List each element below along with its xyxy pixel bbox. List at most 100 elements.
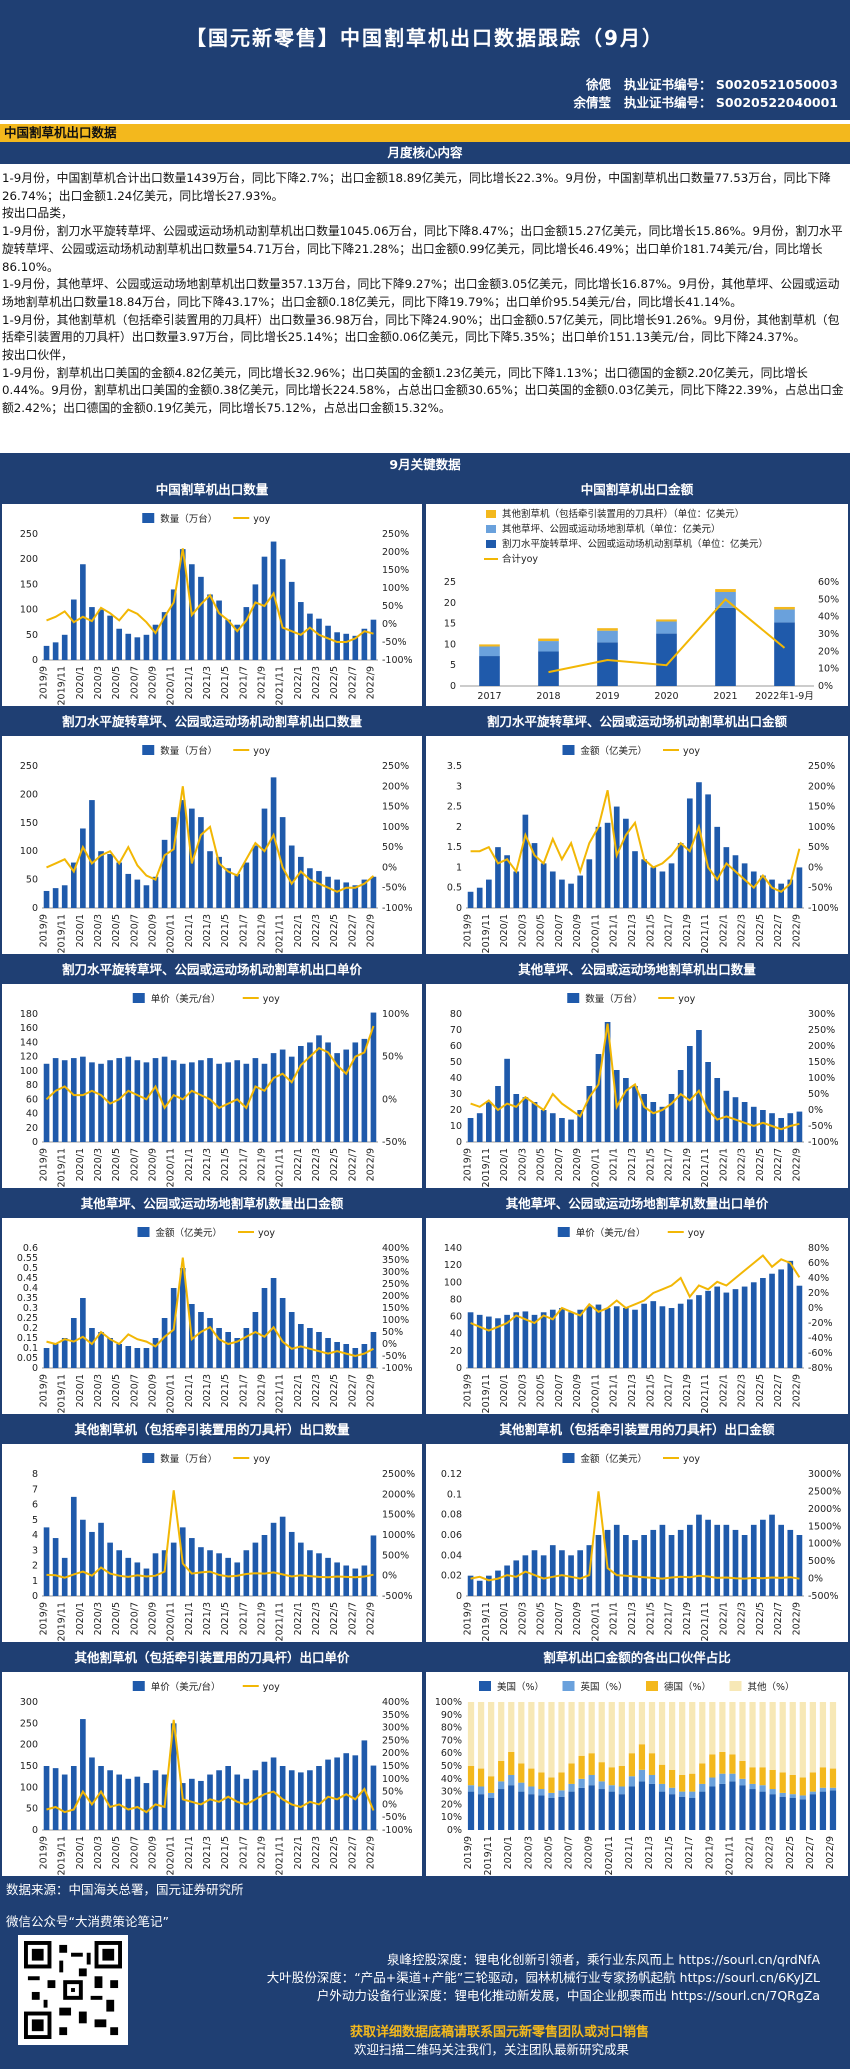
x-tick-label: 2020/1 xyxy=(75,1374,86,1407)
data-bar xyxy=(750,1106,757,1142)
legend-label: 其他割草机（包括牵引装置用的刀具杆）（单位：亿美元） xyxy=(502,508,744,520)
stacked-bar-segment xyxy=(658,1764,666,1784)
legend-label: yoy xyxy=(683,746,700,757)
stacked-bar-segment xyxy=(689,1773,696,1792)
y2-tick-label: 500% xyxy=(808,1556,835,1567)
data-bar xyxy=(98,1766,104,1830)
data-bar xyxy=(52,888,59,908)
stacked-bar-segment xyxy=(518,1782,525,1792)
report-link-2[interactable]: 大叶股份深度：“产品+渠道+产能”三轮驱动，园林机械行业专家扬帆起航 https… xyxy=(266,1970,820,1985)
x-tick-label: 2021/3 xyxy=(627,1148,638,1181)
x-tick-label: 2020/1 xyxy=(75,914,86,947)
stacked-bar-segment xyxy=(628,1753,636,1777)
data-bar xyxy=(98,851,104,908)
yoy-line xyxy=(46,786,375,893)
data-bar xyxy=(361,1740,368,1830)
data-bar xyxy=(659,871,666,908)
stacked-bar-segment xyxy=(656,633,677,686)
stacked-bar-segment xyxy=(578,1702,585,1756)
data-bar xyxy=(152,876,159,908)
stacked-bar-segment xyxy=(618,1794,625,1830)
data-bar xyxy=(677,843,684,908)
data-bar xyxy=(98,609,104,660)
y2-tick-label: 50% xyxy=(808,1089,829,1100)
stacked-bar-segment xyxy=(719,1751,726,1774)
data-bar xyxy=(632,1540,638,1596)
y2-tick-label: 2000% xyxy=(808,1504,841,1515)
data-bar xyxy=(741,863,748,908)
chart-title: 其他草坪、公园或运动场地割草机数量出口金额 xyxy=(2,1192,422,1218)
y2-tick-label: 40% xyxy=(818,612,839,623)
x-tick-label: 2021/5 xyxy=(220,1602,231,1635)
y-tick-label: 0.12 xyxy=(441,1469,462,1480)
x-tick-label: 2018 xyxy=(536,691,560,702)
data-bar xyxy=(613,1524,620,1596)
yoy-line xyxy=(46,1257,374,1358)
stacked-bar-segment xyxy=(779,1702,786,1773)
stacked-bar-segment xyxy=(467,1785,475,1792)
legend-label: 美国（%） xyxy=(497,1681,544,1693)
data-bar xyxy=(677,1303,684,1368)
y-tick-label: 40 xyxy=(450,1073,462,1084)
x-tick-label: 2020/5 xyxy=(543,1836,554,1869)
chart-title: 中国割草机出口数量 xyxy=(2,478,422,504)
x-tick-label: 2020/11 xyxy=(590,1602,601,1641)
data-bar xyxy=(297,1542,304,1596)
legend-label: yoy xyxy=(683,1454,700,1465)
x-tick-label: 2019/11 xyxy=(57,666,68,705)
x-tick-label: 2021/1 xyxy=(609,1602,620,1635)
data-bar xyxy=(225,1062,231,1142)
y-tick-label: 30% xyxy=(441,1787,462,1798)
x-tick-label: 2020/5 xyxy=(111,1836,122,1869)
data-bar xyxy=(61,634,68,660)
y-tick-label: 100% xyxy=(435,1697,462,1708)
legend-label: 数量（万台） xyxy=(160,745,217,757)
stacked-bar-segment xyxy=(578,1755,585,1779)
y2-tick-label: 80% xyxy=(808,1243,829,1254)
data-bar xyxy=(316,871,322,908)
stacked-bar-segment xyxy=(829,1768,837,1788)
x-tick-label: 2020/9 xyxy=(148,1148,159,1181)
data-bar xyxy=(161,839,168,908)
data-bar xyxy=(43,645,50,660)
y-tick-label: 2 xyxy=(456,822,462,833)
x-tick-label: 2022/1 xyxy=(293,1836,304,1869)
chart-title: 其他割草机（包括牵引装置用的刀具杆）出口数量 xyxy=(2,1418,422,1444)
data-bar xyxy=(714,1286,721,1368)
chart-title: 割刀水平旋转草坪、公园或运动场机动割草机出口金额 xyxy=(426,710,848,736)
x-tick-label: 2020/11 xyxy=(166,1836,177,1875)
stacked-bar-segment xyxy=(628,1776,636,1787)
y-tick-label: 40% xyxy=(441,1774,462,1785)
stacked-bar-segment xyxy=(729,1773,736,1782)
y-tick-label: 20 xyxy=(450,1105,462,1116)
data-bar xyxy=(686,1524,693,1596)
qr-code[interactable] xyxy=(18,1935,128,2045)
data-bar xyxy=(476,887,483,908)
report-link-1[interactable]: 泉峰控股深度：锂电化创新引领者，乘行业东风而上 https://sourl.cn… xyxy=(386,1952,820,1967)
x-tick-label: 2020/7 xyxy=(129,1836,140,1869)
data-bar xyxy=(198,817,204,908)
y-tick-label: 10% xyxy=(441,1812,462,1823)
y-tick-label: 0.6 xyxy=(23,1243,38,1254)
y-tick-label: 0.04 xyxy=(441,1550,462,1561)
data-bar xyxy=(161,1318,168,1368)
data-bar xyxy=(116,1344,123,1368)
x-tick-label: 2019/11 xyxy=(481,1148,492,1187)
stacked-bar-segment xyxy=(479,646,500,657)
x-tick-label: 2021/9 xyxy=(256,914,267,947)
y-tick-label: 50 xyxy=(26,630,38,641)
data-bar xyxy=(650,1301,657,1368)
legend-label: 数量（万台） xyxy=(160,513,217,525)
x-tick-label: 2021/5 xyxy=(645,1602,656,1635)
data-bar xyxy=(216,1328,222,1368)
data-bar xyxy=(243,1328,250,1368)
y2-tick-label: 50% xyxy=(382,1327,403,1338)
y-tick-label: 0.08 xyxy=(441,1510,462,1521)
report-link-3[interactable]: 户外动力设备行业深度：锂电化推动新发展，中国企业舰裹而出 https://sou… xyxy=(316,1988,820,2003)
data-bar xyxy=(677,1070,684,1142)
x-tick-label: 2021/1 xyxy=(609,1148,620,1181)
data-bar xyxy=(252,1312,259,1368)
x-tick-label: 2022/9 xyxy=(365,1836,376,1869)
data-bar xyxy=(732,855,739,908)
x-tick-label: 2021/11 xyxy=(700,1602,711,1641)
